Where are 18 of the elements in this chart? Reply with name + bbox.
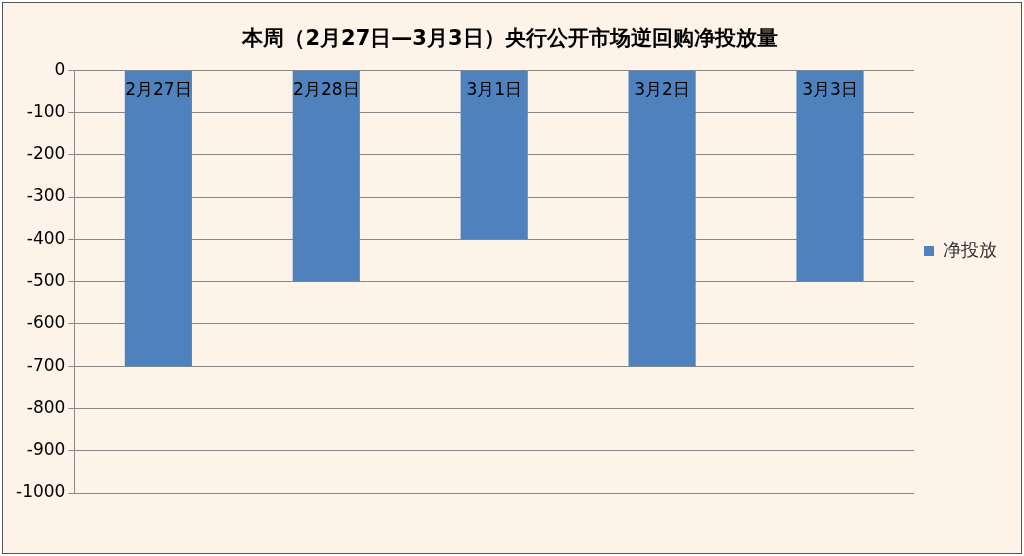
y-tick-label: -1000 — [15, 481, 66, 502]
y-tick-label: -200 — [26, 143, 66, 164]
x-tick-label: 3月2日 — [634, 79, 690, 100]
y-tick-label: -400 — [26, 227, 66, 248]
y-tick-label: -700 — [26, 354, 66, 375]
legend-label: 净投放 — [943, 238, 997, 260]
y-tick-label: -500 — [26, 270, 66, 291]
x-tick-label: 2月28日 — [293, 79, 360, 100]
y-tick-label: 0 — [54, 58, 66, 79]
x-tick-label: 3月1日 — [466, 79, 523, 100]
y-tick-label: -100 — [26, 100, 66, 121]
x-tick-label: 2月27日 — [125, 79, 192, 100]
y-tick-label: -800 — [26, 396, 66, 417]
y-tick-label: -900 — [26, 439, 66, 460]
y-tick-label: -600 — [26, 312, 66, 333]
y-tick-label: -300 — [26, 185, 66, 206]
chart-title: 本周（2月27日—3月3日）央行公开市场逆回购净投放量 — [241, 26, 778, 51]
x-tick-label: 3月3日 — [802, 79, 858, 100]
